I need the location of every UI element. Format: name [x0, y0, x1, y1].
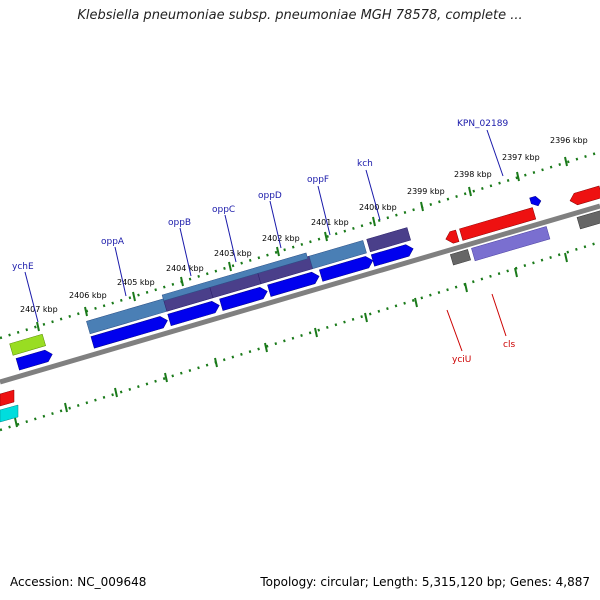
gene-label: oppC: [212, 205, 235, 215]
tick-label: 2399 kbp: [407, 187, 445, 196]
tick-label: 2400 kbp: [359, 203, 397, 212]
gene-label: oppF: [307, 175, 329, 185]
gene-label: oppD: [258, 191, 282, 201]
tick-label: 2402 kbp: [262, 234, 300, 243]
tick-label: 2398 kbp: [454, 170, 492, 179]
cds-feature[interactable]: [444, 229, 460, 245]
gene-feature[interactable]: [450, 249, 471, 266]
genome-summary-text: Topology: circular; Length: 5,315,120 bp…: [260, 575, 590, 589]
tick-label: 2405 kbp: [117, 278, 155, 287]
gene-label: cls: [503, 340, 515, 350]
scale-dots-bottom: [0, 240, 600, 432]
cds-feature[interactable]: [568, 185, 600, 206]
map-title: Klebsiella pneumoniae subsp. pneumoniae …: [77, 8, 523, 23]
tick-label: 2404 kbp: [166, 264, 204, 273]
cds-feature[interactable]: [319, 255, 374, 282]
tick-label: 2406 kbp: [69, 291, 107, 300]
gene-label: KPN_02189: [457, 119, 508, 129]
label-leaders: [24, 129, 507, 352]
scale-dots-top: [0, 150, 600, 340]
gene-label: oppB: [168, 218, 191, 228]
gene-label: yciU: [452, 355, 471, 365]
cds-feature[interactable]: [90, 315, 169, 349]
cds-feature[interactable]: [0, 404, 19, 423]
cds-feature[interactable]: [219, 286, 269, 311]
cds-feature[interactable]: [459, 207, 537, 241]
accession-text: Accession: NC_009648: [10, 575, 147, 589]
cds-feature[interactable]: [0, 389, 15, 407]
tick-label: 2407 kbp: [20, 305, 58, 314]
major-ticks-bottom: [14, 252, 568, 428]
genome-backbone: [0, 203, 600, 385]
gene-label: oppA: [101, 237, 125, 247]
cds-feature[interactable]: [529, 195, 542, 207]
cds-feature[interactable]: [370, 243, 415, 267]
gene-feature[interactable]: [161, 252, 309, 302]
cds-feature[interactable]: [167, 300, 221, 327]
gene-feature[interactable]: [576, 207, 600, 230]
tick-label: 2403 kbp: [214, 249, 252, 258]
cds-feature[interactable]: [15, 348, 54, 371]
tick-label: 2396 kbp: [550, 136, 588, 145]
tick-label: 2401 kbp: [311, 218, 349, 227]
tick-label: 2397 kbp: [502, 153, 540, 162]
gene-track-left-edge: [0, 389, 19, 423]
gene-feature[interactable]: [9, 333, 46, 356]
gene-track-upper: [9, 185, 600, 371]
cds-feature[interactable]: [267, 270, 321, 297]
gene-feature[interactable]: [308, 240, 367, 269]
gene-label: ychE: [12, 262, 34, 272]
gene-feature[interactable]: [366, 227, 411, 253]
gene-feature[interactable]: [471, 226, 551, 262]
major-ticks-top: [36, 156, 568, 332]
gene-label: kch: [357, 159, 373, 169]
